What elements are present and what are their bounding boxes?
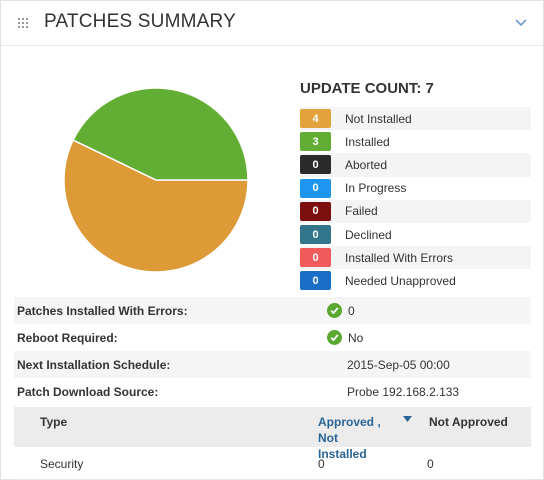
column-header-not-approved[interactable]: Not Approved xyxy=(429,415,508,429)
panel-header: PATCHES SUMMARY xyxy=(1,1,543,46)
legend-item-needed-unapproved: 0 Needed Unapproved xyxy=(300,269,531,292)
reboot-required-value: No xyxy=(348,330,364,345)
legend-label: In Progress xyxy=(345,181,407,196)
legend-label: Needed Unapproved xyxy=(345,273,456,288)
chevron-down-icon[interactable] xyxy=(514,17,528,27)
count-badge: 0 xyxy=(300,271,331,291)
detail-label: Patches Installed With Errors: xyxy=(17,303,188,318)
check-circle-icon xyxy=(327,303,342,318)
next-installation-schedule-value: 2015-Sep-05 00:00 xyxy=(347,357,450,372)
detail-value: No xyxy=(327,330,363,345)
legend-item-in-progress: 0 In Progress xyxy=(300,177,531,200)
column-header-approved-line1: Approved , xyxy=(318,415,381,429)
column-header-approved-not-installed[interactable]: Approved , Not Installed xyxy=(318,414,388,462)
legend-item-failed: 0 Failed xyxy=(300,199,531,223)
pie-slice-not-installed xyxy=(63,139,249,273)
check-circle-icon xyxy=(327,330,342,345)
legend-item-installed: 3 Installed xyxy=(300,130,531,153)
legend-label: Not Installed xyxy=(345,111,412,126)
panel-title: PATCHES SUMMARY xyxy=(44,11,236,32)
legend-item-declined: 0 Declined xyxy=(300,223,531,246)
status-legend: 4 Not Installed 3 Installed 0 Aborted 0 … xyxy=(300,107,531,293)
count-badge: 3 xyxy=(300,132,331,152)
patch-download-source-value: Probe 192.168.2.133 xyxy=(347,384,460,399)
legend-label: Aborted xyxy=(345,157,388,172)
detail-value: 0 xyxy=(327,303,355,318)
patch-details: Patches Installed With Errors: 0 Reboot … xyxy=(14,297,531,405)
column-header-approved-line2: Not Installed xyxy=(318,431,367,461)
table-header: Type Approved , Not Installed Not Approv… xyxy=(14,407,531,461)
count-badge: 0 xyxy=(300,248,331,268)
patch-type-table: Type Approved , Not Installed Not Approv… xyxy=(14,407,531,480)
sort-descending-icon[interactable] xyxy=(403,416,412,422)
count-badge: 4 xyxy=(300,109,331,129)
table-row: Security 0 0 xyxy=(14,447,531,480)
count-badge: 0 xyxy=(300,178,331,198)
cell-approved-not-installed: 0 xyxy=(318,457,325,471)
cell-not-approved: 0 xyxy=(427,457,434,471)
detail-row-reboot-required: Reboot Required: No xyxy=(14,324,531,351)
update-count-title: UPDATE COUNT: 7 xyxy=(300,80,434,97)
detail-row-next-installation-schedule: Next Installation Schedule: 2015-Sep-05 … xyxy=(14,351,531,378)
legend-label: Installed With Errors xyxy=(345,250,454,265)
column-header-type[interactable]: Type xyxy=(40,415,68,429)
legend-label: Declined xyxy=(345,227,392,242)
count-badge: 0 xyxy=(300,155,331,175)
legend-label: Failed xyxy=(345,204,378,219)
patches-installed-with-errors-value: 0 xyxy=(348,303,355,318)
count-badge: 0 xyxy=(300,225,331,245)
legend-item-aborted: 0 Aborted xyxy=(300,153,531,177)
detail-label: Next Installation Schedule: xyxy=(17,357,171,372)
pie-slice-installed xyxy=(72,87,249,181)
detail-row-patches-installed-with-errors: Patches Installed With Errors: 0 xyxy=(14,297,531,324)
update-pie-chart xyxy=(63,87,249,273)
legend-label: Installed xyxy=(345,134,390,149)
detail-label: Reboot Required: xyxy=(17,330,118,345)
legend-item-not-installed: 4 Not Installed xyxy=(300,107,531,131)
detail-label: Patch Download Source: xyxy=(17,384,159,399)
drag-handle-icon[interactable] xyxy=(18,18,30,28)
count-badge: 0 xyxy=(300,201,331,221)
detail-row-patch-download-source: Patch Download Source: Probe 192.168.2.1… xyxy=(14,378,531,405)
cell-type: Security xyxy=(40,457,84,471)
legend-item-installed-with-errors: 0 Installed With Errors xyxy=(300,246,531,270)
